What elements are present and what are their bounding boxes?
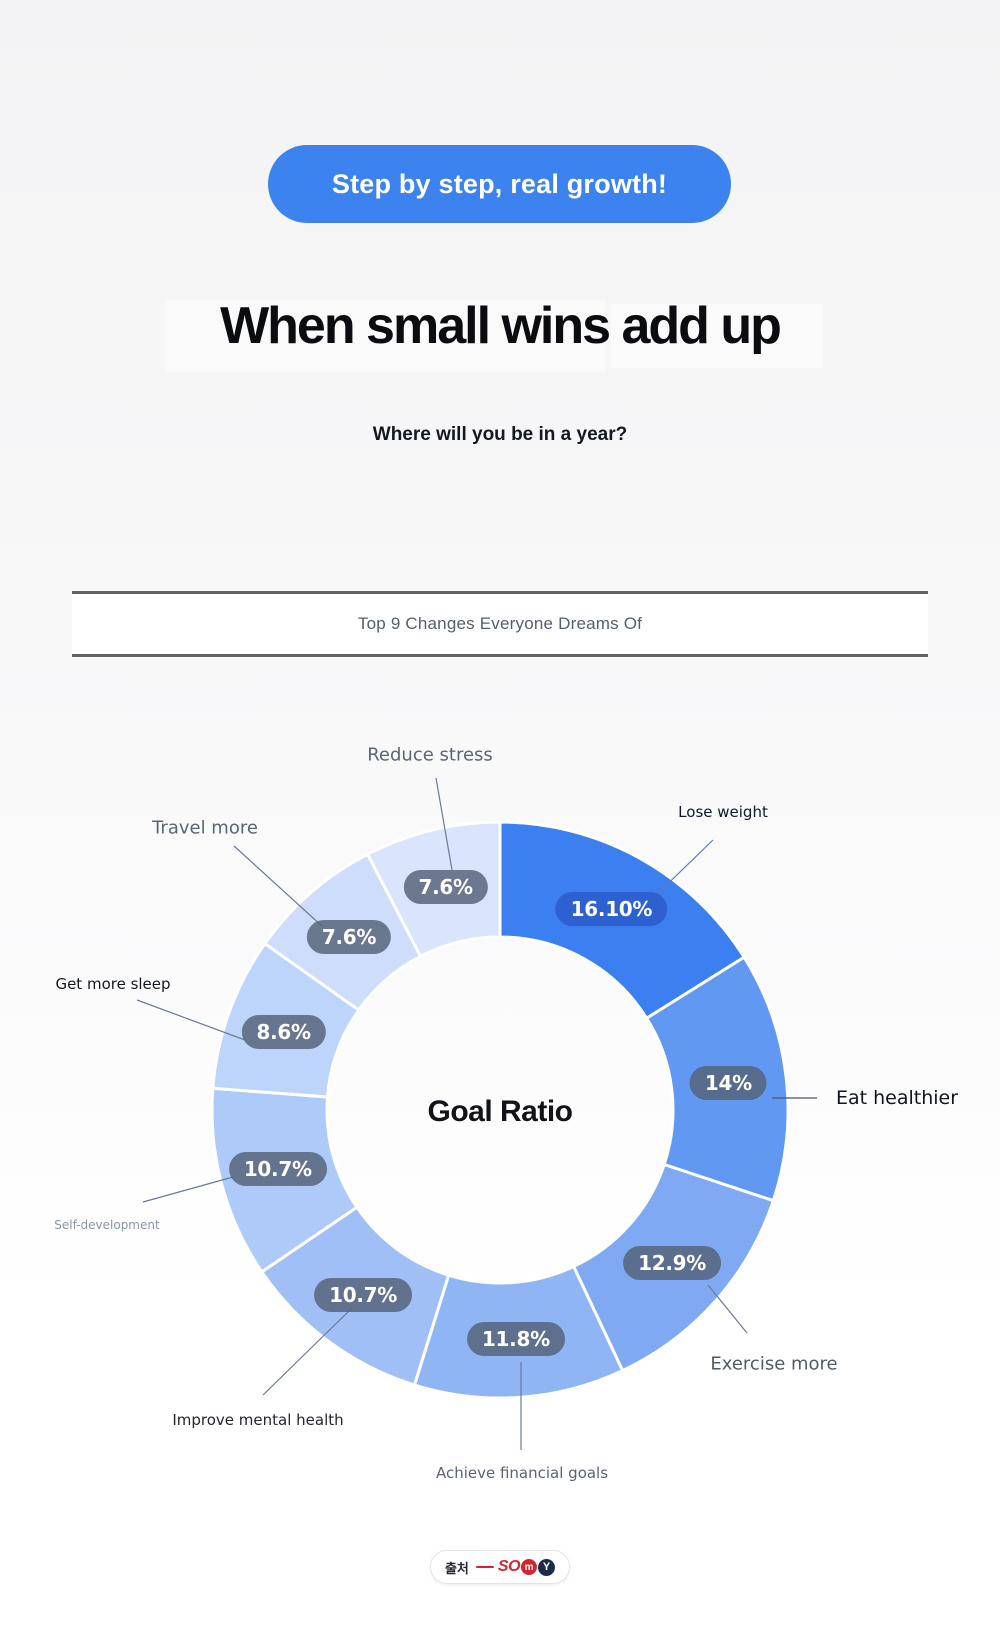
logo-m-circle-icon: m: [521, 1559, 538, 1575]
source-label: 출처: [444, 1560, 469, 1576]
leader-line-travel-more: [233, 845, 324, 928]
title-highlight-left: [165, 300, 605, 372]
title-highlight-right: [611, 304, 823, 368]
somy-logo-icon: SO m Y: [475, 1558, 556, 1576]
page-subtitle: Where will you be in a year?: [372, 424, 628, 445]
donut-chart: [136, 777, 817, 1450]
leader-line-get-more-sleep: [136, 999, 246, 1041]
leader-line-improve-mental-health: [262, 1307, 353, 1396]
hero-badge-label: Step by step, real growth!: [331, 168, 668, 199]
leader-line-reduce-stress: [435, 777, 453, 871]
logo-so-text: SO: [497, 1558, 521, 1575]
logo-y-circle-icon: Y: [538, 1558, 556, 1576]
section-box-label: Top 9 Changes Everyone Dreams Of: [357, 614, 643, 633]
hero-badge: Step by step, real growth!: [268, 145, 731, 223]
leader-line-self-development: [142, 1176, 234, 1203]
source-badge: 출처 SO m Y: [429, 1550, 571, 1584]
logo-dash-icon: [475, 1566, 494, 1568]
page-title: When small wins add up: [220, 297, 782, 355]
leader-line-exercise-more: [707, 1284, 748, 1334]
section-box: Top 9 Changes Everyone Dreams Of: [72, 591, 928, 657]
